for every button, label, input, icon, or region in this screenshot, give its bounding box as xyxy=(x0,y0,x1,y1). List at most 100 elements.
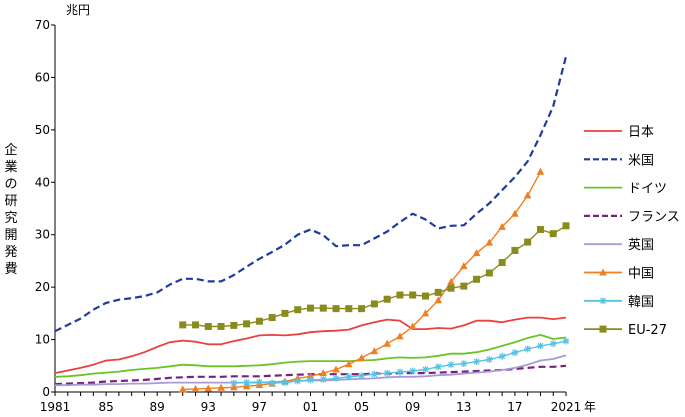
data-point xyxy=(549,230,557,238)
data-point xyxy=(370,370,378,378)
x-tick-label: 97 xyxy=(252,400,267,414)
x-unit-label: 年 xyxy=(584,400,596,414)
x-tick-label: 1981 xyxy=(40,400,71,414)
x-tick-label: 89 xyxy=(150,400,165,414)
data-point xyxy=(421,309,430,317)
x-tick-label: 09 xyxy=(405,400,420,414)
data-point xyxy=(536,225,544,233)
data-point xyxy=(179,321,187,329)
data-point xyxy=(357,353,366,361)
data-point xyxy=(473,358,481,366)
data-point xyxy=(485,269,493,277)
data-point xyxy=(383,339,391,347)
series-line xyxy=(54,316,567,374)
data-point xyxy=(230,379,238,387)
data-point xyxy=(434,296,443,304)
data-point xyxy=(281,309,289,317)
legend-item: EU-27 xyxy=(584,323,667,338)
data-point xyxy=(383,295,391,303)
data-point xyxy=(409,291,417,299)
data-point xyxy=(345,305,353,313)
data-point xyxy=(396,291,404,299)
data-point xyxy=(217,383,225,391)
data-point xyxy=(191,384,200,392)
data-point xyxy=(524,238,532,246)
legend-label: 米国 xyxy=(628,153,654,168)
y-tick-marks xyxy=(51,24,55,393)
data-point xyxy=(294,377,302,385)
data-point xyxy=(178,385,187,393)
legend-label: 日本 xyxy=(628,125,654,140)
data-point xyxy=(498,259,506,267)
series-中国 xyxy=(178,167,545,393)
data-point xyxy=(396,368,404,376)
y-unit-label: 兆円 xyxy=(66,3,90,17)
data-point xyxy=(268,314,276,322)
data-point xyxy=(511,209,519,217)
data-point xyxy=(447,277,455,285)
y-tick-labels: 0 10 20 30 40 50 60 70 xyxy=(35,18,50,399)
data-point xyxy=(255,378,263,386)
data-point xyxy=(511,349,519,357)
data-point xyxy=(472,249,481,257)
series-line xyxy=(54,333,567,378)
y-tick-label: 40 xyxy=(35,175,50,189)
data-point xyxy=(319,369,328,377)
legend-marker xyxy=(599,297,607,305)
x-tick-label: 01 xyxy=(303,400,318,414)
legend-item: 米国 xyxy=(584,153,654,168)
legend-item: 韓国 xyxy=(584,295,654,310)
data-point xyxy=(345,373,353,381)
data-point xyxy=(473,275,481,283)
y-tick-label: 30 xyxy=(35,228,50,242)
data-point xyxy=(524,345,532,353)
series-group xyxy=(54,56,570,393)
data-point xyxy=(281,379,289,387)
data-point xyxy=(447,361,455,369)
series-line xyxy=(182,225,567,328)
data-point xyxy=(421,292,429,300)
y-tick-label: 10 xyxy=(35,333,50,347)
data-point xyxy=(498,222,506,230)
y-tick-label: 20 xyxy=(35,280,50,294)
x-tick-label: 05 xyxy=(354,400,369,414)
data-point xyxy=(230,321,238,329)
x-tick-label: 13 xyxy=(456,400,471,414)
data-point xyxy=(498,352,506,360)
x-tick-labels: 1981 85 89 93 97 01 05 09 13 17 2021 xyxy=(40,400,582,414)
data-point xyxy=(562,222,570,230)
data-point xyxy=(255,317,263,325)
legend-label: 韓国 xyxy=(628,295,654,310)
legend-marker xyxy=(599,268,607,276)
data-point xyxy=(460,360,468,368)
legend-label: EU-27 xyxy=(628,323,667,338)
data-point xyxy=(358,305,366,313)
legend-item: ドイツ xyxy=(584,182,667,197)
data-point xyxy=(460,282,468,290)
data-point xyxy=(204,322,212,330)
legend-item: フランス xyxy=(584,210,680,225)
data-point xyxy=(319,375,327,383)
series-日本 xyxy=(54,316,567,374)
data-point xyxy=(332,305,340,313)
data-point xyxy=(536,167,545,175)
x-tick-label: 2021 xyxy=(551,400,582,414)
data-point xyxy=(319,304,327,312)
legend-marker xyxy=(599,325,607,333)
legend-label: フランス xyxy=(628,210,680,225)
data-point xyxy=(243,379,251,387)
x-tick-marks xyxy=(54,392,567,396)
x-tick-label: 85 xyxy=(98,400,113,414)
y-axis-label: 企業の研究開発費 xyxy=(4,142,17,277)
data-point xyxy=(294,306,302,314)
data-point xyxy=(485,238,494,246)
data-point xyxy=(447,284,455,292)
y-tick-label: 0 xyxy=(42,385,50,399)
data-point xyxy=(523,191,532,199)
data-point xyxy=(434,363,442,371)
legend-item: 英国 xyxy=(584,238,654,253)
data-point xyxy=(485,355,493,363)
x-tick-label: 93 xyxy=(201,400,216,414)
